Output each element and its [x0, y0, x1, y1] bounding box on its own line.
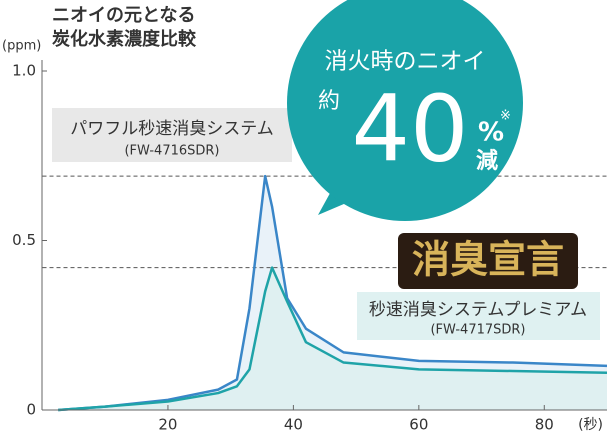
x-tick-label: 80 [535, 416, 554, 434]
chart-title: ニオイの元となる [52, 5, 195, 26]
legend-model: (FW-4716SDR) [124, 144, 219, 159]
y-tick-label: 0 [26, 401, 36, 419]
legend-model: (FW-4717SDR) [430, 323, 525, 338]
legend-bg [52, 108, 292, 162]
badge-note: ※ [500, 109, 511, 124]
badge-suffix: 減 [476, 149, 498, 174]
area-fill [58, 267, 607, 410]
badge: 消火時のニオイ 約 40 % ※ 減 [287, 0, 523, 221]
legend-box: 秒速消臭システムプレミアム (FW-4717SDR) [357, 292, 600, 340]
logo-text: 消臭宣言 [412, 238, 564, 282]
badge-unit: % [478, 118, 504, 148]
badge-headline: 消火時のニオイ [325, 49, 486, 75]
badge-number: 40 [351, 75, 468, 182]
x-tick-label: 60 [409, 416, 428, 434]
series-line [58, 266, 607, 412]
plot [42, 174, 607, 412]
y-unit: (ppm) [2, 39, 41, 54]
badge-circle [287, 0, 523, 221]
badge-prefix: 約 [318, 89, 340, 114]
logo: 消臭宣言 [398, 233, 578, 289]
series-line [58, 174, 607, 412]
legend-bg [357, 292, 600, 340]
legend-box: パワフル秒速消臭システム (FW-4716SDR) [52, 108, 292, 162]
legend-name: パワフル秒速消臭システム [70, 119, 274, 139]
y-tick-label: 0.5 [12, 231, 36, 249]
legend-name: 秒速消臭システムプレミアム [369, 300, 587, 320]
y-tick-label: 1.0 [12, 62, 36, 80]
x-tick-label: 20 [158, 416, 177, 434]
logo-bg [398, 233, 578, 289]
x-unit: (秒) [578, 417, 603, 433]
x-tick-label: 40 [284, 416, 303, 434]
chart-title: 炭化水素濃度比較 [52, 28, 197, 50]
